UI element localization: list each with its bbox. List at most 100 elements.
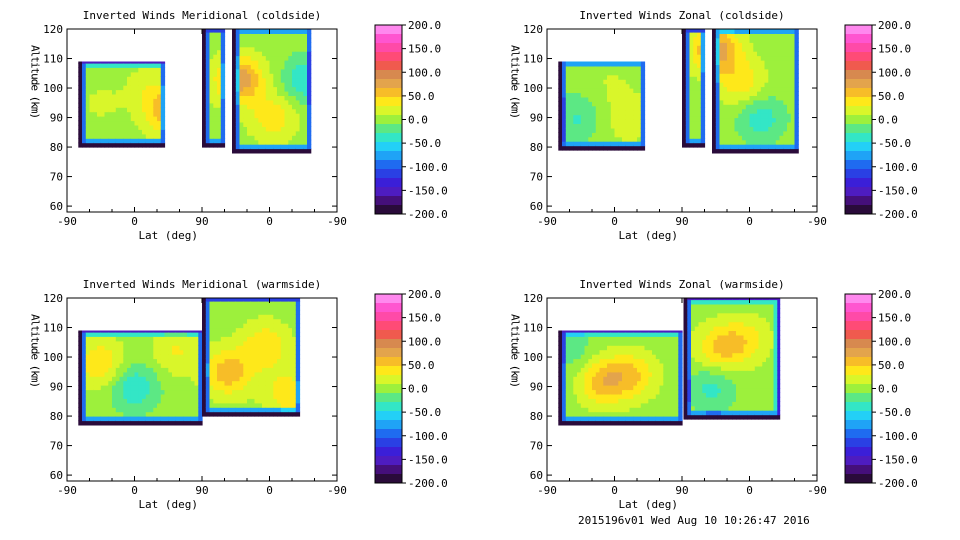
heatmap-cell bbox=[622, 371, 627, 377]
heatmap-cell bbox=[247, 358, 252, 364]
heatmap-cell bbox=[562, 79, 567, 85]
heatmap-cell bbox=[648, 398, 653, 404]
heatmap-cell bbox=[205, 407, 211, 413]
heatmap-cell bbox=[250, 301, 256, 306]
heatmap-cell bbox=[790, 33, 796, 39]
heatmap-cell bbox=[127, 376, 132, 382]
heatmap-cell bbox=[307, 51, 312, 57]
heatmap-cell bbox=[157, 129, 162, 135]
heatmap-cell bbox=[239, 389, 244, 395]
heatmap-cell bbox=[295, 122, 301, 127]
heatmap-cell bbox=[115, 371, 121, 377]
heatmap-cell bbox=[738, 148, 743, 154]
heatmap-cell bbox=[749, 55, 754, 61]
heatmap-cell bbox=[112, 71, 117, 77]
heatmap-cell bbox=[277, 376, 282, 382]
heatmap-cell bbox=[693, 107, 698, 113]
heatmap-cell bbox=[108, 380, 113, 386]
heatmap-cell bbox=[93, 402, 98, 408]
heatmap-cell bbox=[112, 133, 117, 139]
heatmap-cell bbox=[78, 376, 83, 382]
heatmap-cell bbox=[243, 122, 248, 127]
heatmap-cell bbox=[134, 411, 139, 417]
heatmap-cell bbox=[569, 83, 574, 89]
heatmap-cell bbox=[584, 380, 589, 386]
heatmap-cell bbox=[678, 349, 683, 355]
heatmap-cell bbox=[202, 340, 207, 346]
heatmap-cell bbox=[715, 73, 721, 79]
heatmap-cell bbox=[104, 107, 109, 113]
heatmap-cell bbox=[78, 411, 83, 417]
heatmap-cell bbox=[558, 79, 563, 85]
heatmap-cell bbox=[145, 111, 151, 117]
heatmap-cell bbox=[595, 96, 601, 102]
heatmap-cell bbox=[119, 407, 124, 413]
heatmap-cell bbox=[273, 354, 278, 360]
heatmap-cell bbox=[82, 349, 87, 355]
heatmap-cell bbox=[250, 376, 256, 382]
heatmap-cell bbox=[663, 398, 668, 404]
heatmap-cell bbox=[715, 68, 721, 74]
heatmap-cell bbox=[127, 61, 132, 64]
heatmap-cell bbox=[209, 40, 214, 46]
heatmap-cell bbox=[262, 305, 267, 311]
heatmap-cell bbox=[569, 136, 574, 142]
heatmap-cell bbox=[742, 135, 747, 141]
colorbar-swatch bbox=[375, 366, 402, 376]
heatmap-cell bbox=[683, 343, 688, 349]
heatmap-cell bbox=[670, 393, 676, 399]
heatmap-cell bbox=[194, 367, 199, 373]
heatmap-cell bbox=[243, 349, 248, 355]
heatmap-cell bbox=[89, 393, 94, 399]
heatmap-cell bbox=[243, 407, 248, 413]
heatmap-cell bbox=[168, 376, 173, 382]
heatmap-cell bbox=[307, 42, 312, 48]
heatmap-cell bbox=[187, 371, 192, 377]
heatmap-cell bbox=[299, 126, 304, 132]
heatmap-cell bbox=[265, 139, 271, 145]
heatmap-cell bbox=[697, 76, 702, 82]
heatmap-cell bbox=[697, 102, 702, 108]
heatmap-cell bbox=[599, 330, 604, 333]
heatmap-cell bbox=[262, 362, 267, 368]
heatmap-cell bbox=[149, 331, 154, 337]
heatmap-cell bbox=[82, 389, 87, 395]
heatmap-cell bbox=[130, 420, 136, 426]
heatmap-cell bbox=[100, 371, 106, 377]
heatmap-cell bbox=[239, 376, 244, 382]
heatmap-cell bbox=[149, 371, 154, 377]
heatmap-cell bbox=[202, 71, 207, 77]
heatmap-cell bbox=[693, 93, 698, 99]
heatmap-cell bbox=[224, 371, 229, 377]
heatmap-cell bbox=[715, 148, 721, 154]
heatmap-cell bbox=[577, 96, 582, 102]
heatmap-cell bbox=[610, 407, 616, 413]
heatmap-cell bbox=[239, 309, 244, 315]
heatmap-cell bbox=[273, 305, 278, 311]
heatmap-cell bbox=[303, 99, 308, 105]
heatmap-cell bbox=[202, 49, 207, 55]
heatmap-cell bbox=[659, 402, 664, 408]
heatmap-cell bbox=[659, 393, 664, 399]
heatmap-cell bbox=[584, 127, 589, 133]
heatmap-cell bbox=[610, 132, 616, 138]
heatmap-cell bbox=[749, 46, 754, 52]
heatmap-cell bbox=[277, 95, 282, 101]
heatmap-cell bbox=[697, 32, 702, 37]
heatmap-cell bbox=[790, 46, 796, 52]
heatmap-cell bbox=[85, 340, 91, 346]
heatmap-cell bbox=[292, 130, 297, 136]
heatmap-cell bbox=[157, 85, 162, 91]
heatmap-cell bbox=[269, 367, 274, 373]
heatmap-cell bbox=[142, 111, 147, 117]
heatmap-cell bbox=[607, 398, 612, 404]
heatmap-cell bbox=[130, 76, 136, 82]
heatmap-cell bbox=[273, 327, 278, 333]
heatmap-cell bbox=[764, 126, 769, 132]
heatmap-cell bbox=[205, 49, 211, 55]
heatmap-cell bbox=[637, 70, 642, 76]
heatmap-cell bbox=[228, 411, 233, 417]
heatmap-cell bbox=[682, 80, 687, 86]
heatmap-cell bbox=[697, 49, 702, 55]
heatmap-cell bbox=[715, 29, 721, 34]
